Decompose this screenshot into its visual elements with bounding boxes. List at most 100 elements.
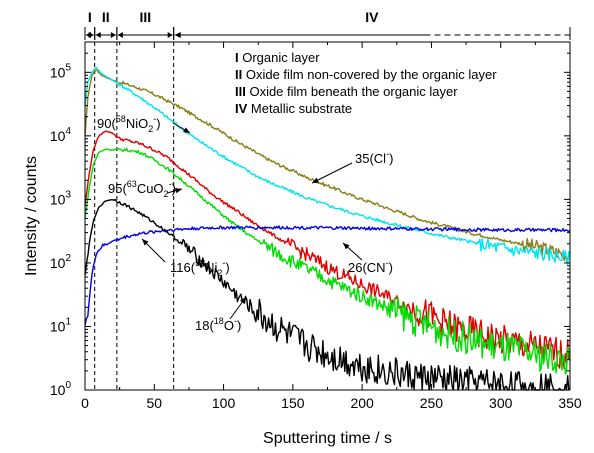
y-tick-base: 10 [50, 382, 66, 398]
legend-numeral: I [235, 50, 239, 65]
series-annotation: 116(58Ni2-) [170, 258, 230, 278]
annotation-arrowhead [142, 239, 149, 246]
series-line [84, 225, 571, 326]
annotation-prefix: 90( [97, 116, 116, 131]
y-tick-label: 102 [50, 253, 72, 271]
y-axis-title: Intensity / counts [23, 156, 40, 276]
region-arrowhead [110, 32, 116, 38]
y-tick-label: 101 [50, 316, 72, 334]
annotation-close: ) [172, 181, 176, 196]
series-line [84, 147, 571, 375]
y-tick-exponent: 1 [65, 316, 71, 327]
annotation-arrowhead [240, 297, 246, 304]
y-tick-base: 10 [50, 191, 66, 207]
x-tick-label: 100 [212, 395, 236, 411]
annotation-close: ) [156, 116, 160, 131]
x-tick-label: 50 [146, 395, 162, 411]
annotation-charge: - [222, 258, 225, 268]
annotation-subscript: 2 [217, 268, 222, 278]
series-line [84, 198, 571, 391]
region-boundaries [94, 42, 175, 390]
annotation-formula: Ni [205, 260, 217, 275]
y-tick-exponent: 0 [65, 380, 71, 391]
annotation-isotope: 58 [195, 258, 205, 268]
x-tick-label: 200 [350, 395, 374, 411]
annotation-arrowhead [312, 177, 319, 183]
region-bar: I II III IV [84, 9, 571, 40]
x-axis-ticks: 0 50 100 150 200 250 300 350 [81, 42, 582, 411]
annotation-arrowhead [343, 243, 350, 250]
y-tick-label: 104 [50, 126, 72, 144]
y-tick-base: 10 [50, 255, 66, 271]
legend-numeral: IV [235, 101, 248, 116]
annotation-prefix: 26(CN [348, 260, 386, 275]
legend-description: Organic layer [239, 50, 321, 65]
y-tick-exponent: 5 [65, 62, 71, 73]
annotation-arrow [311, 162, 353, 184]
series-annotation: 26(CN-) [348, 258, 393, 275]
legend-item: I Organic layer [235, 50, 320, 65]
series-annotation: 95(63CuO2-) [108, 179, 176, 199]
x-tick-label: 250 [420, 395, 444, 411]
annotation-charge: - [153, 114, 156, 124]
region-arrowhead [95, 32, 101, 38]
annotation-prefix: 35(Cl [355, 151, 386, 166]
annotation-close: ) [389, 260, 393, 275]
legend-item: III Oxide film beneath the organic layer [235, 84, 458, 99]
y-tick-base: 10 [50, 318, 66, 334]
series-line [84, 130, 571, 370]
region-arrowhead [167, 32, 173, 38]
legend: I Organic layer II Oxide film non-covered… [235, 50, 497, 116]
x-tick-label: 350 [558, 395, 582, 411]
x-tick-label: 0 [81, 395, 89, 411]
y-tick-base: 10 [50, 128, 66, 144]
annotation-arrowhead [183, 127, 190, 133]
series-lines [84, 66, 571, 391]
x-tick-label: 150 [281, 395, 305, 411]
region-label: II [102, 9, 110, 25]
region-label: IV [365, 9, 379, 25]
region-arrowhead [88, 32, 94, 38]
legend-item: II Oxide film non-covered by the organic… [235, 67, 497, 82]
annotation-formula: CuO [137, 181, 164, 196]
annotation-close: ) [237, 318, 241, 333]
legend-description: Oxide film non-covered by the organic la… [242, 67, 497, 82]
region-label: I [88, 9, 92, 25]
annotation-prefix: 95( [108, 181, 127, 196]
y-tick-exponent: 2 [65, 253, 71, 264]
legend-description: Metallic substrate [247, 101, 352, 116]
legend-description: Oxide film beneath the organic layer [246, 84, 458, 99]
series-annotation: 35(Cl-) [355, 149, 393, 166]
x-tick-label: 300 [489, 395, 513, 411]
region-arrowhead [174, 32, 181, 38]
annotation-formula: NiO [126, 116, 148, 131]
y-tick-exponent: 3 [65, 189, 71, 200]
series-annotation: 90(58NiO2-) [97, 114, 161, 134]
annotation-close: ) [389, 151, 393, 166]
y-tick-label: 100 [50, 380, 72, 398]
annotation-charge: - [386, 149, 389, 159]
annotation-charge: - [386, 258, 389, 268]
annotation-formula: O [224, 318, 234, 333]
series-line [84, 69, 571, 263]
y-tick-base: 10 [50, 64, 66, 80]
y-tick-exponent: 4 [65, 126, 71, 137]
annotation-isotope: 63 [127, 179, 137, 189]
annotation-close: ) [225, 260, 229, 275]
annotation-prefix: 116( [170, 260, 196, 275]
region-label: III [139, 9, 151, 25]
region-arrowhead [117, 32, 123, 38]
annotation-subscript: 2 [148, 124, 153, 134]
annotation-charge: - [169, 179, 172, 189]
annotation-prefix: 18( [195, 318, 214, 333]
annotation-arrowhead [175, 188, 182, 194]
annotation-subscript: 2 [164, 189, 169, 199]
series-line [84, 66, 571, 266]
y-tick-label: 105 [50, 62, 72, 80]
x-axis-title: Sputtering time / s [263, 430, 392, 447]
legend-numeral: III [235, 84, 246, 99]
annotation-isotope: 18 [214, 316, 224, 326]
series-annotation: 18(18O-) [195, 316, 241, 333]
